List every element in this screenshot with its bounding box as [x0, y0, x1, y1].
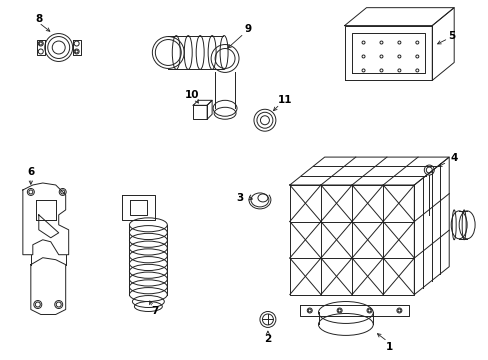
Text: 3: 3	[236, 193, 243, 203]
Text: 1: 1	[385, 342, 392, 352]
Text: 5: 5	[447, 31, 455, 41]
Text: 8: 8	[35, 14, 42, 24]
Text: 11: 11	[277, 95, 291, 105]
Text: 7: 7	[151, 306, 159, 316]
Text: 4: 4	[449, 153, 457, 163]
Text: 9: 9	[244, 24, 251, 33]
Text: 10: 10	[184, 90, 199, 100]
Text: 2: 2	[264, 334, 271, 345]
Text: 6: 6	[27, 167, 34, 177]
